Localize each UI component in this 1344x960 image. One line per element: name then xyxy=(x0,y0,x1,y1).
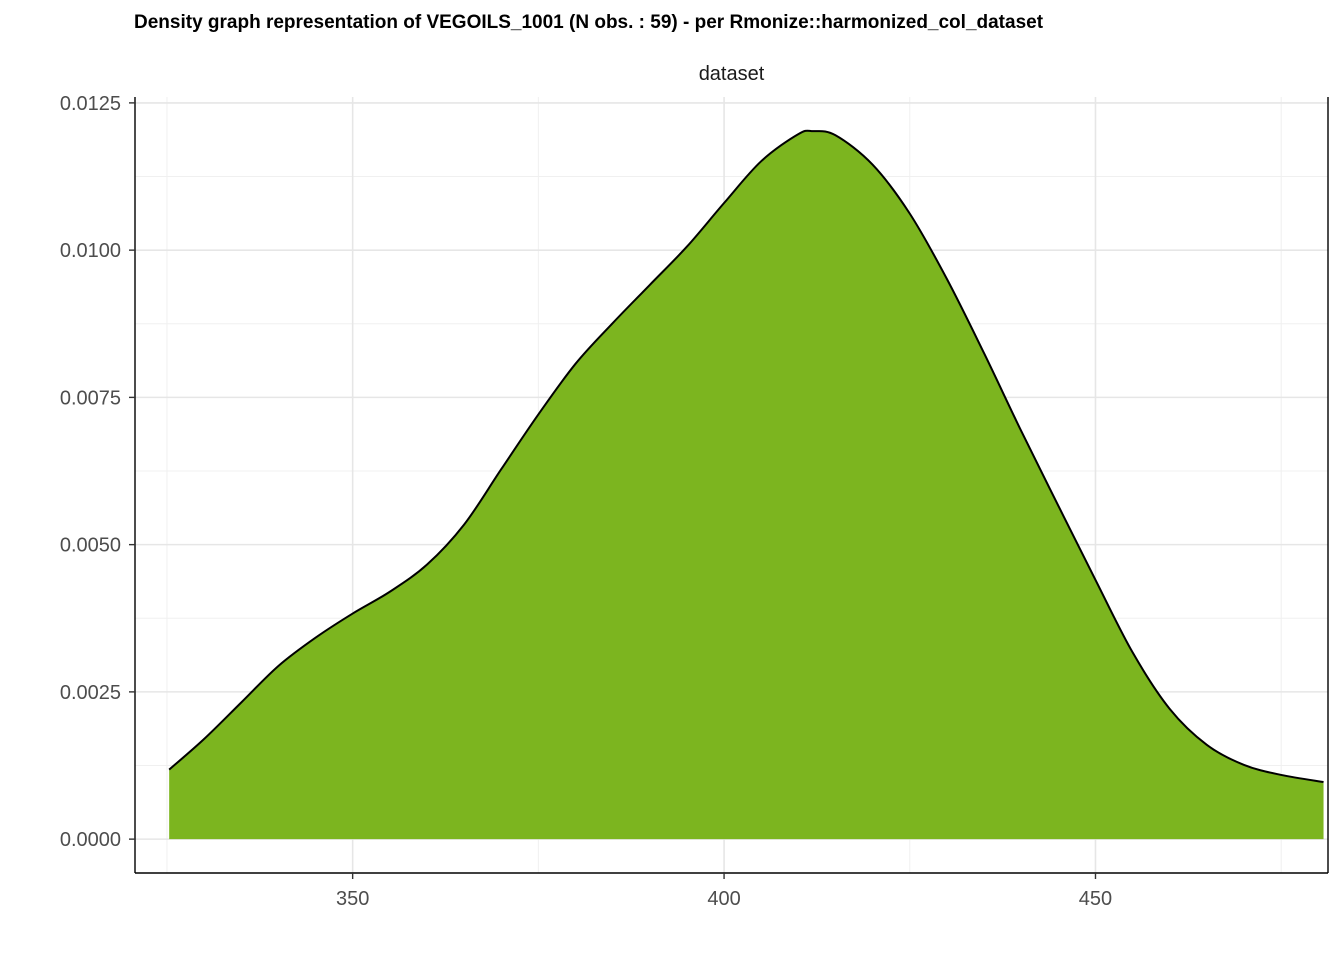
y-tick-label: 0.0075 xyxy=(60,387,121,409)
y-tick-label: 0.0000 xyxy=(60,829,121,851)
facet-strip-label: dataset xyxy=(699,63,765,85)
density-line xyxy=(168,129,1324,783)
x-tick-label: 350 xyxy=(336,888,369,910)
y-tick-label: 0.0050 xyxy=(60,535,121,557)
x-tick-label: 450 xyxy=(1079,888,1112,910)
x-tick-label: 400 xyxy=(707,888,740,910)
axis-layer: 0.0000 0.0025 0.0050 0.0075 0.0100 0.0125 350 4… xyxy=(60,93,1329,910)
y-tick-label: 0.0125 xyxy=(60,93,121,115)
y-tick-label: 0.0100 xyxy=(60,240,121,262)
chart-title: Density graph representation of VEGOILS_… xyxy=(134,12,1044,33)
y-tick-label: 0.0025 xyxy=(60,682,121,704)
area-layer xyxy=(168,129,1324,840)
density-area xyxy=(169,130,1324,840)
